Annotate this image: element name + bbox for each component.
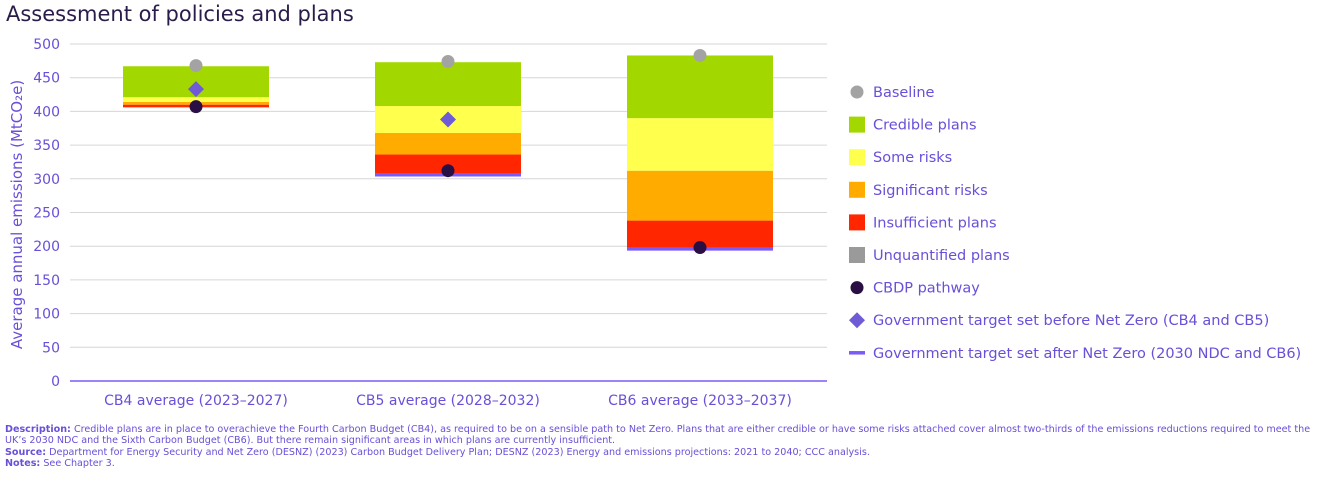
legend-square-icon <box>849 247 865 263</box>
legend-label: Government target set after Net Zero (20… <box>873 346 1301 362</box>
legend-label: Credible plans <box>873 118 977 134</box>
y-axis-label: Average annual emissions (MtCO₂e) <box>8 80 26 349</box>
baseline-marker <box>693 48 707 62</box>
page-title: Assessment of policies and plans <box>6 2 354 26</box>
notes-text: See Chapter 3. <box>43 458 115 470</box>
notes-line: Notes: See Chapter 3. <box>5 458 1315 469</box>
legend-item-unquantified: Unquantified plans <box>849 247 1010 264</box>
legend-item-credible: Credible plans <box>849 116 977 134</box>
y-tick-label: 350 <box>33 138 60 154</box>
chart: 0 50 100 150 200 250 300 350 400 450 500 Average an… <box>8 37 1301 409</box>
legend-circle-icon <box>850 281 864 295</box>
legend-item-some-risks: Some risks <box>849 149 952 166</box>
legend-square-icon <box>849 214 865 231</box>
y-tick-label: 250 <box>33 206 60 222</box>
legend-label: Significant risks <box>873 183 988 199</box>
legend-label: CBDP pathway <box>873 281 980 297</box>
legend-label: Baseline <box>873 85 935 101</box>
legend-label: Insufficient plans <box>873 215 997 231</box>
y-tick-label: 450 <box>33 71 60 87</box>
y-tick-label: 300 <box>33 172 60 188</box>
y-tick-label: 400 <box>33 104 60 120</box>
description-label: Description: <box>5 424 71 435</box>
source-text: Department for Energy Security and Net Z… <box>49 446 870 458</box>
x-tick-label: CB5 average (2028–2032) <box>356 393 540 409</box>
y-tick-label: 50 <box>42 340 60 356</box>
legend-item-insufficient: Insufficient plans <box>849 214 997 231</box>
source-label: Source: <box>5 446 47 458</box>
bar-segment-significant-risks <box>627 170 773 221</box>
legend-label: Unquantified plans <box>873 248 1010 264</box>
bar-segment-some-risks <box>627 118 773 171</box>
legend-label: Government target set before Net Zero (C… <box>873 313 1269 329</box>
legend-item-baseline: Baseline <box>850 85 935 101</box>
bar-segment-credible <box>375 62 521 107</box>
legend-item-cbdp: CBDP pathway <box>850 281 980 297</box>
legend-square-icon <box>849 181 865 198</box>
description-line: Description: Credible plans are in place… <box>5 424 1315 447</box>
target-before-marker <box>188 81 204 98</box>
y-tick-label: 200 <box>33 239 60 255</box>
legend-label: Some risks <box>873 150 952 166</box>
legend-square-icon <box>849 149 865 166</box>
y-tick-label: 0 <box>51 374 60 390</box>
legend-item-target-after: Government target set after Net Zero (20… <box>849 346 1301 362</box>
baseline-marker <box>441 55 455 69</box>
bar-segment-credible <box>627 55 773 119</box>
baseline-marker <box>189 59 203 73</box>
cbdp-marker <box>189 100 203 114</box>
x-tick-label: CB6 average (2033–2037) <box>608 393 792 409</box>
cbdp-marker <box>441 164 455 178</box>
chart-notes: Description: Credible plans are in place… <box>5 424 1315 470</box>
bar-segment-some-risks <box>123 97 269 102</box>
legend-diamond-icon <box>849 312 865 329</box>
y-tick-label: 100 <box>33 307 60 323</box>
description-text: Credible plans are in place to overachie… <box>5 424 1311 447</box>
y-tick-label: 500 <box>33 37 60 53</box>
y-tick-label: 150 <box>33 273 60 289</box>
x-tick-label: CB4 average (2023–2027) <box>104 393 288 409</box>
legend-item-target-before: Government target set before Net Zero (C… <box>849 312 1269 329</box>
legend-circle-icon <box>850 85 864 99</box>
target-before-marker <box>440 111 456 128</box>
legend-square-icon <box>849 116 865 133</box>
legend-item-significant-risks: Significant risks <box>849 181 988 199</box>
bar-segment-significant-risks <box>375 132 521 155</box>
notes-label: Notes: <box>5 458 41 470</box>
source-line: Source: Department for Energy Security a… <box>5 447 1315 458</box>
cbdp-marker <box>693 241 707 255</box>
